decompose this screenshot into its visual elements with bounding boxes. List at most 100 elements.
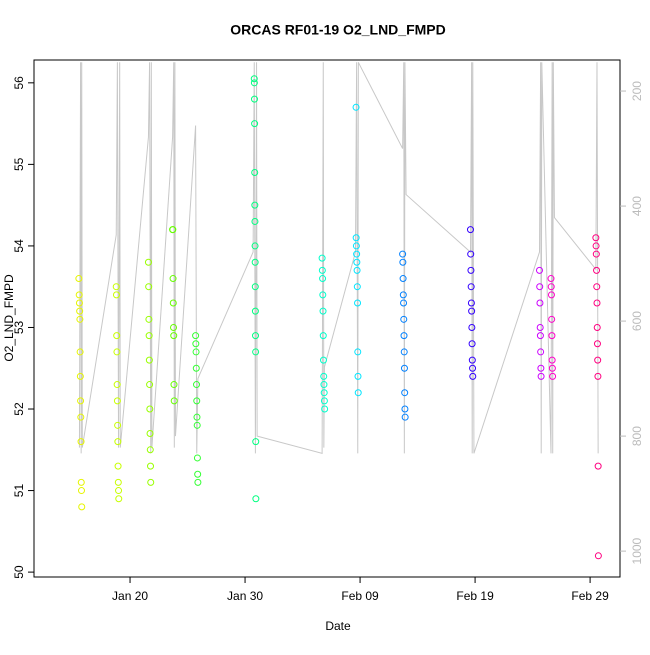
data-point [592, 242, 600, 250]
data-point [593, 299, 601, 307]
data-point [320, 397, 328, 405]
y-tick-label: 52 [12, 402, 26, 416]
data-point [354, 389, 362, 397]
y-tick-label: 53 [12, 320, 26, 334]
data-point [536, 323, 544, 331]
data-point [466, 226, 474, 234]
data-point [594, 462, 602, 470]
data-point [400, 364, 408, 372]
data-point [319, 307, 327, 315]
data-point [592, 234, 600, 242]
y-tick-label: 56 [12, 76, 26, 90]
data-point [536, 299, 544, 307]
data-point [193, 397, 201, 405]
data-point [320, 381, 328, 389]
data-point [321, 405, 329, 413]
data-point [250, 75, 258, 83]
data-point [78, 503, 86, 511]
data-point [75, 291, 83, 299]
data-point [401, 413, 409, 421]
data-point [77, 413, 85, 421]
data-point [354, 299, 362, 307]
data-point [548, 315, 556, 323]
data-point [192, 332, 200, 340]
data-point [352, 242, 360, 250]
data-point [468, 323, 476, 331]
data-point [592, 250, 600, 258]
data-point [146, 429, 154, 437]
data-point [75, 299, 83, 307]
x-tick-label: Feb 09 [341, 589, 379, 603]
data-point [401, 405, 409, 413]
data-point [547, 283, 555, 291]
data-point [399, 258, 407, 266]
data-point [112, 291, 120, 299]
data-point [169, 299, 177, 307]
data-point [400, 332, 408, 340]
data-point [251, 217, 259, 225]
data-point [354, 372, 362, 380]
data-point [115, 487, 123, 495]
data-point [400, 348, 408, 356]
data-point [352, 234, 360, 242]
data-point [113, 332, 121, 340]
data-point [399, 275, 407, 283]
data-point [593, 266, 601, 274]
data-point [193, 421, 201, 429]
data-point [536, 332, 544, 340]
data-point [353, 283, 361, 291]
data-point [251, 307, 259, 315]
data-point [194, 478, 202, 486]
data-point [75, 275, 83, 283]
data-point [593, 283, 601, 291]
y2-tick-label: 800 [630, 426, 644, 446]
data-point [401, 389, 409, 397]
data-point [115, 495, 123, 503]
data-point [169, 226, 177, 234]
data-point [147, 478, 155, 486]
data-point [594, 356, 602, 364]
data-point [548, 332, 556, 340]
data-point [593, 323, 601, 331]
y2-tick-label: 600 [630, 311, 644, 331]
data-point [352, 103, 360, 111]
y-axis-label: O2_LND_FMPD [2, 274, 16, 362]
data-point [547, 275, 555, 283]
x-tick-label: Jan 30 [227, 589, 263, 603]
data-point [250, 95, 258, 103]
data-point [469, 364, 477, 372]
data-point [549, 372, 557, 380]
data-point [76, 372, 84, 380]
data-point [251, 283, 259, 291]
data-point [354, 348, 362, 356]
data-point [252, 348, 260, 356]
data-point [145, 315, 153, 323]
data-point [468, 307, 476, 315]
data-point [537, 372, 545, 380]
data-point [192, 340, 200, 348]
data-point [114, 421, 122, 429]
plot-frame [33, 59, 621, 578]
data-point [77, 438, 85, 446]
data-point [114, 438, 122, 446]
data-point [147, 462, 155, 470]
data-point [114, 462, 122, 470]
data-point [145, 332, 153, 340]
x-tick-label: Feb 19 [456, 589, 494, 603]
data-point [548, 356, 556, 364]
data-point [192, 348, 200, 356]
data-point [467, 283, 475, 291]
data-point [467, 266, 475, 274]
data-point [78, 487, 86, 495]
data-point [251, 169, 259, 177]
x-tick-label: Feb 29 [571, 589, 609, 603]
data-point [320, 389, 328, 397]
data-point [399, 291, 407, 299]
y2-tick-label: 200 [630, 81, 644, 101]
data-point [144, 258, 152, 266]
pressure-line [78, 62, 599, 455]
data-point [252, 495, 260, 503]
data-point [319, 332, 327, 340]
data-point [76, 307, 84, 315]
data-point [594, 372, 602, 380]
